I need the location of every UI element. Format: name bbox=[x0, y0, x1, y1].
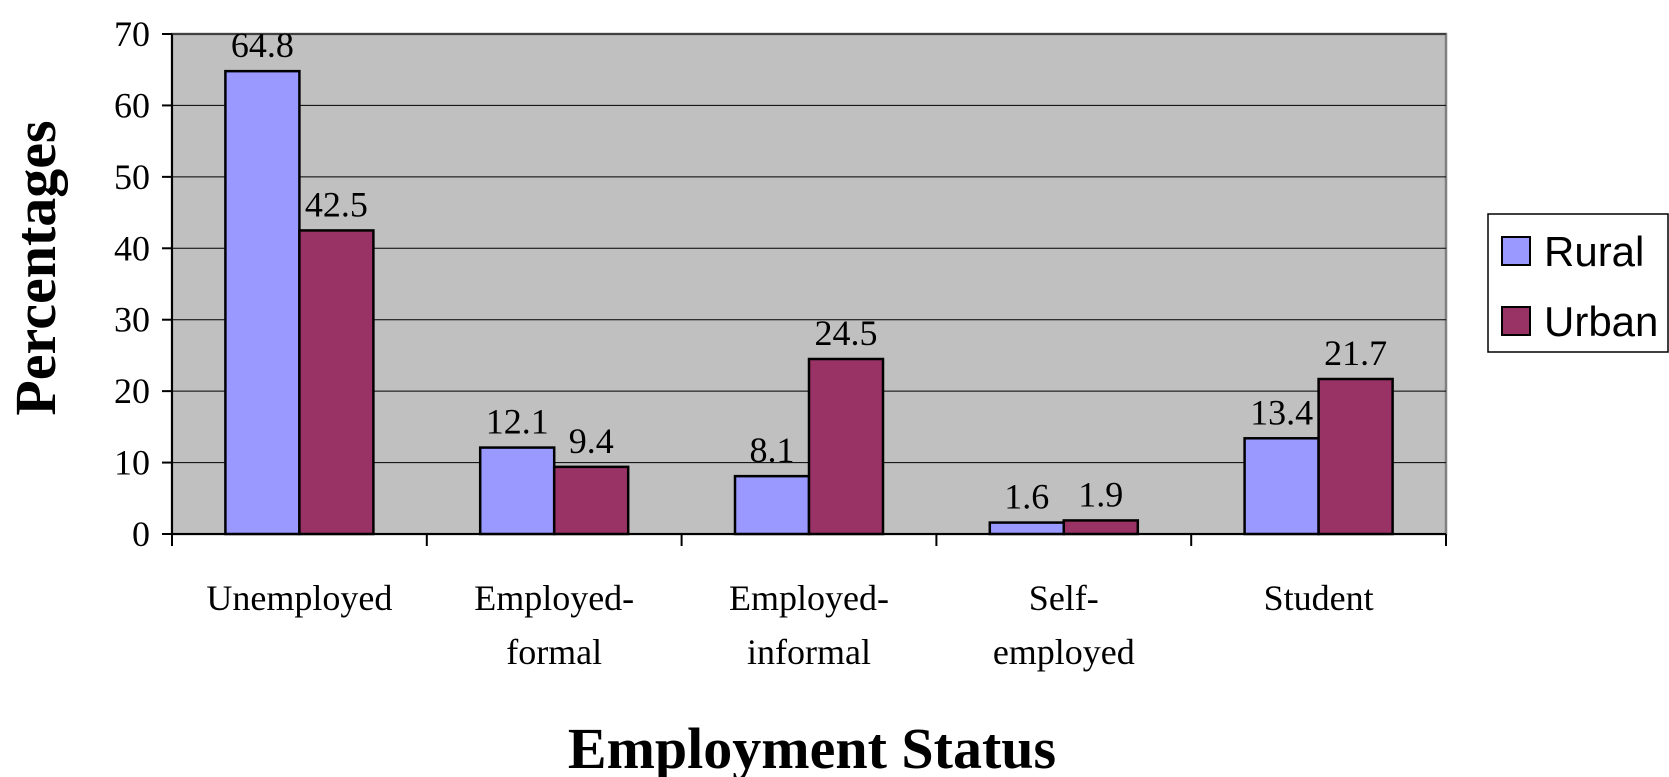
data-label: 21.7 bbox=[1324, 333, 1387, 373]
y-tick-label: 40 bbox=[114, 228, 150, 268]
bar-urban bbox=[552, 465, 630, 536]
data-label: 24.5 bbox=[815, 313, 878, 353]
y-tick-label: 20 bbox=[114, 371, 150, 411]
legend-label-rural: Rural bbox=[1544, 228, 1644, 275]
x-tick-label: Self-employed bbox=[993, 578, 1135, 672]
bar-urban bbox=[1317, 377, 1394, 536]
bar-rural bbox=[478, 446, 556, 536]
legend-label-urban: Urban bbox=[1544, 298, 1658, 345]
data-labels: 64.8 12.1 8.1 1.6 13.4 42.5 9.4 24.5 1.9 21.7 bbox=[231, 25, 1387, 516]
data-label: 42.5 bbox=[305, 184, 368, 224]
data-label: 64.8 bbox=[231, 25, 294, 65]
y-tick-label: 60 bbox=[114, 85, 150, 125]
y-axis-ticks: 0 10 20 30 40 50 60 70 bbox=[114, 14, 172, 554]
axes bbox=[171, 34, 1446, 535]
x-axis-title: Employment Status bbox=[568, 716, 1056, 777]
x-tick-label: Employed-formal bbox=[474, 578, 634, 672]
bars bbox=[224, 69, 1394, 536]
bar-urban bbox=[1062, 519, 1140, 536]
data-label: 9.4 bbox=[569, 421, 614, 461]
legend-swatch-rural bbox=[1501, 236, 1531, 266]
legend-swatch-urban bbox=[1501, 306, 1531, 336]
legend: Rural Urban bbox=[1487, 213, 1669, 353]
data-label: 8.1 bbox=[750, 430, 795, 470]
y-axis-title: Percentages bbox=[3, 120, 68, 415]
bar-urban bbox=[298, 229, 375, 536]
x-axis-ticks: Unemployed Employed-formal Employed-inform… bbox=[171, 534, 1447, 672]
y-tick-label: 0 bbox=[132, 514, 150, 554]
y-tick-label: 10 bbox=[114, 443, 150, 483]
data-label: 13.4 bbox=[1250, 392, 1313, 432]
y-tick-label: 30 bbox=[114, 300, 150, 340]
gridlines bbox=[172, 33, 1446, 464]
bar-rural bbox=[224, 69, 301, 536]
data-label: 12.1 bbox=[486, 402, 549, 442]
x-tick-label: Employed-informal bbox=[729, 578, 889, 672]
data-label: 1.9 bbox=[1078, 474, 1123, 514]
x-tick-label: Unemployed bbox=[206, 578, 392, 618]
bar-rural bbox=[1243, 437, 1320, 536]
data-label: 1.6 bbox=[1004, 477, 1049, 517]
y-tick-label: 70 bbox=[114, 14, 150, 54]
bar-urban bbox=[807, 357, 885, 536]
bar-rural bbox=[988, 521, 1066, 536]
bar-rural bbox=[733, 474, 811, 536]
y-tick-label: 50 bbox=[114, 157, 150, 197]
x-tick-label: Student bbox=[1264, 578, 1374, 618]
